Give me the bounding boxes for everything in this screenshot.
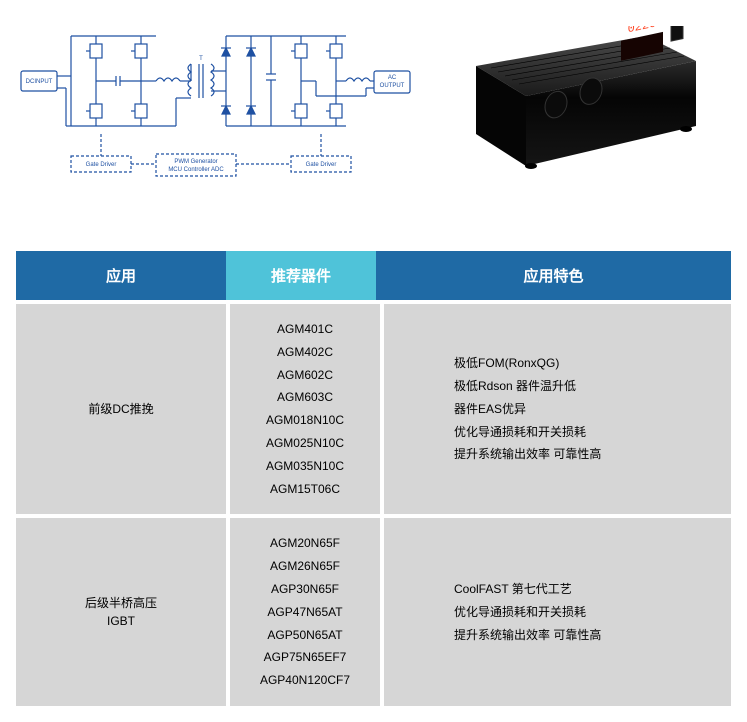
- device-item: AGM20N65F: [270, 532, 340, 555]
- svg-text:Gate Driver: Gate Driver: [306, 162, 337, 168]
- product-image: 0220: [446, 16, 731, 181]
- device-item: AGM603C: [277, 386, 333, 409]
- th-features: 应用特色: [376, 251, 731, 300]
- svg-text:Gate Driver: Gate Driver: [86, 162, 117, 168]
- spec-table: 应用 推荐器件 应用特色 前级DC推挽AGM401CAGM402CAGM602C…: [16, 251, 731, 706]
- svg-text:AC: AC: [388, 75, 397, 81]
- device-item: AGP50N65AT: [267, 624, 342, 647]
- cell-devices: AGM401CAGM402CAGM602CAGM603CAGM018N10CAG…: [230, 304, 380, 514]
- device-item: AGM018N10C: [266, 409, 344, 432]
- cell-features: CoolFAST 第七代工艺优化导通损耗和开关损耗提升系统输出效率 可靠性高: [384, 518, 731, 706]
- device-item: AGM025N10C: [266, 432, 344, 455]
- feature-item: 提升系统输出效率 可靠性高: [454, 443, 601, 466]
- device-item: AGM402C: [277, 341, 333, 364]
- svg-text:OUTPUT: OUTPUT: [380, 83, 405, 89]
- circuit-diagram: DCINPUT AC OUTPUT: [16, 16, 416, 201]
- device-item: AGP47N65AT: [267, 601, 342, 624]
- device-item: AGP75N65EF7: [264, 646, 347, 669]
- device-item: AGM15T06C: [270, 478, 340, 501]
- device-item: AGM602C: [277, 364, 333, 387]
- svg-text:PWM Generator: PWM Generator: [174, 159, 217, 165]
- cell-application: 前级DC推挽: [16, 304, 226, 514]
- device-item: AGP40N120CF7: [260, 669, 350, 692]
- device-item: AGM26N65F: [270, 555, 340, 578]
- feature-item: 器件EAS优异: [454, 398, 526, 421]
- feature-item: 提升系统输出效率 可靠性高: [454, 624, 601, 647]
- feature-item: CoolFAST 第七代工艺: [454, 578, 572, 601]
- device-item: AGP30N65F: [271, 578, 339, 601]
- svg-text:MCU Controller ADC: MCU Controller ADC: [168, 167, 224, 173]
- device-item: AGM401C: [277, 318, 333, 341]
- feature-item: 极低Rdson 器件温升低: [454, 375, 576, 398]
- feature-item: 极低FOM(RonxQG): [454, 352, 559, 375]
- device-item: AGM035N10C: [266, 455, 344, 478]
- th-devices: 推荐器件: [226, 251, 376, 300]
- th-application: 应用: [16, 251, 226, 300]
- cell-application: 后级半桥高压 IGBT: [16, 518, 226, 706]
- feature-item: 优化导通损耗和开关损耗: [454, 601, 586, 624]
- svg-text:T: T: [199, 56, 203, 62]
- table-row: 前级DC推挽AGM401CAGM402CAGM602CAGM603CAGM018…: [16, 304, 731, 514]
- svg-text:DCINPUT: DCINPUT: [26, 79, 53, 85]
- table-row: 后级半桥高压 IGBTAGM20N65FAGM26N65FAGP30N65FAG…: [16, 518, 731, 706]
- feature-item: 优化导通损耗和开关损耗: [454, 421, 586, 444]
- cell-features: 极低FOM(RonxQG)极低Rdson 器件温升低器件EAS优异优化导通损耗和…: [384, 304, 731, 514]
- cell-devices: AGM20N65FAGM26N65FAGP30N65FAGP47N65ATAGP…: [230, 518, 380, 706]
